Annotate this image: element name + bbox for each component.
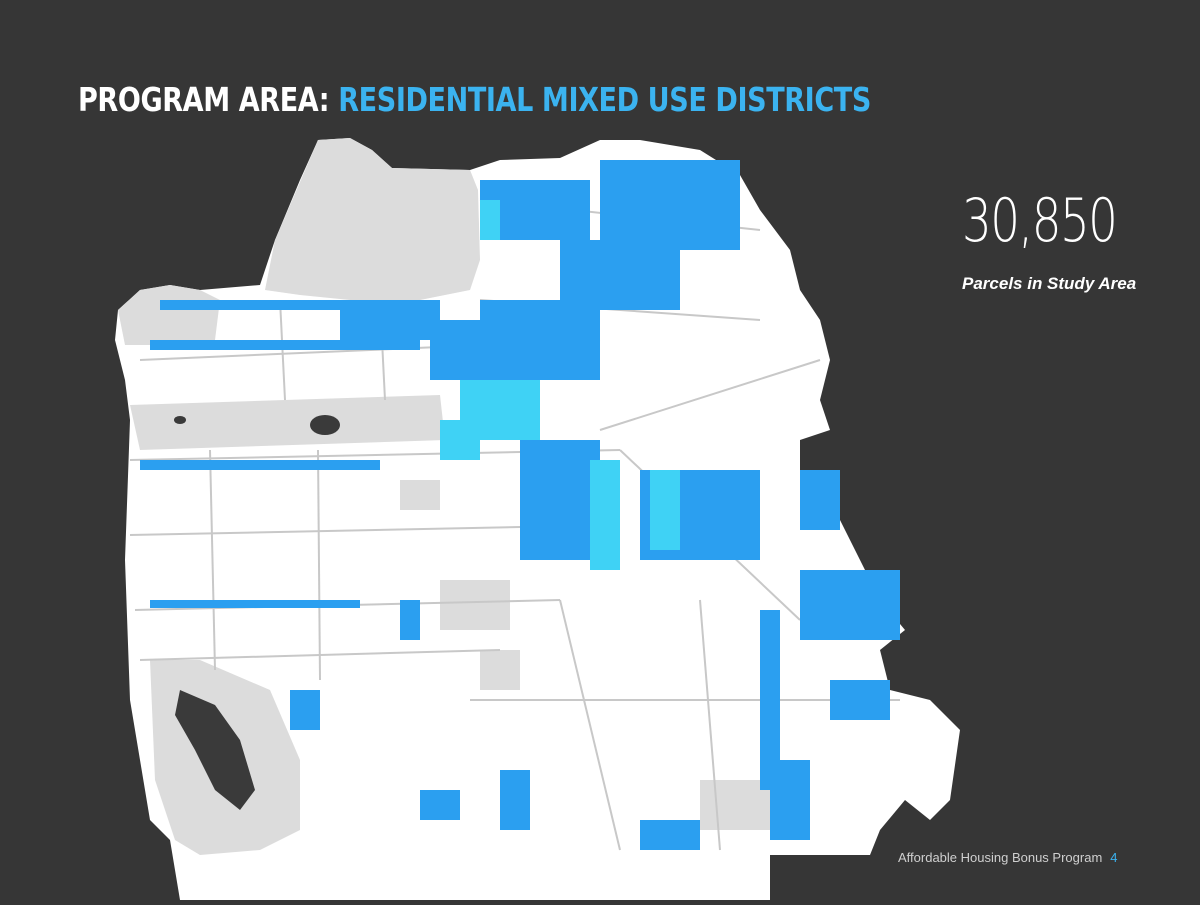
golden-gate-park: [130, 395, 445, 450]
park-buena: [400, 480, 440, 510]
district-nob-hill: [560, 240, 680, 310]
district-mission: [520, 440, 600, 560]
district-upper-market: [440, 420, 480, 460]
parcel-count-label: Parcels in Study Area: [962, 274, 1137, 293]
slide-title: PROGRAM AREA: RESIDENTIAL MIXED USE DIST…: [78, 80, 871, 119]
district-visitacion: [770, 760, 810, 840]
parcel-count: 30,850: [962, 186, 1118, 256]
district-parcels-secondary: [440, 200, 680, 570]
district-lower-haight: [430, 320, 490, 380]
district-dogpatch: [800, 470, 840, 530]
district-third-street: [830, 680, 890, 720]
lake-merced: [175, 690, 255, 810]
district-noriega: [150, 600, 360, 608]
district-polk-light: [480, 200, 500, 240]
lincoln-park: [118, 285, 220, 345]
district-richmond-strip: [150, 340, 420, 350]
district-18th: [650, 470, 680, 550]
district-bayview: [800, 570, 900, 640]
district-excelsior: [760, 610, 780, 790]
district-ocean: [290, 690, 320, 730]
page-number: 4: [1110, 850, 1118, 865]
district-valencia: [590, 460, 620, 570]
district-portola: [640, 820, 700, 850]
district-clement: [160, 300, 400, 310]
footer-program-name: Affordable Housing Bonus Program: [898, 850, 1103, 865]
park-twin-peaks: [440, 580, 510, 630]
stow-lake: [310, 415, 340, 435]
title-accent: RESIDENTIAL MIXED USE DISTRICTS: [338, 80, 871, 119]
district-western-addition: [480, 300, 600, 380]
district-north-beach: [600, 160, 740, 250]
district-parcels: [140, 160, 900, 850]
district-west-portal: [400, 600, 420, 640]
presidio-park: [265, 138, 480, 300]
district-san-jose: [500, 770, 530, 830]
park-pond: [174, 416, 186, 424]
district-ingleside: [420, 790, 460, 820]
park-glen: [480, 650, 520, 690]
district-sunset-strip: [140, 460, 380, 470]
title-prefix: PROGRAM AREA:: [78, 80, 339, 119]
footer: Affordable Housing Bonus Program 4: [898, 850, 1118, 865]
